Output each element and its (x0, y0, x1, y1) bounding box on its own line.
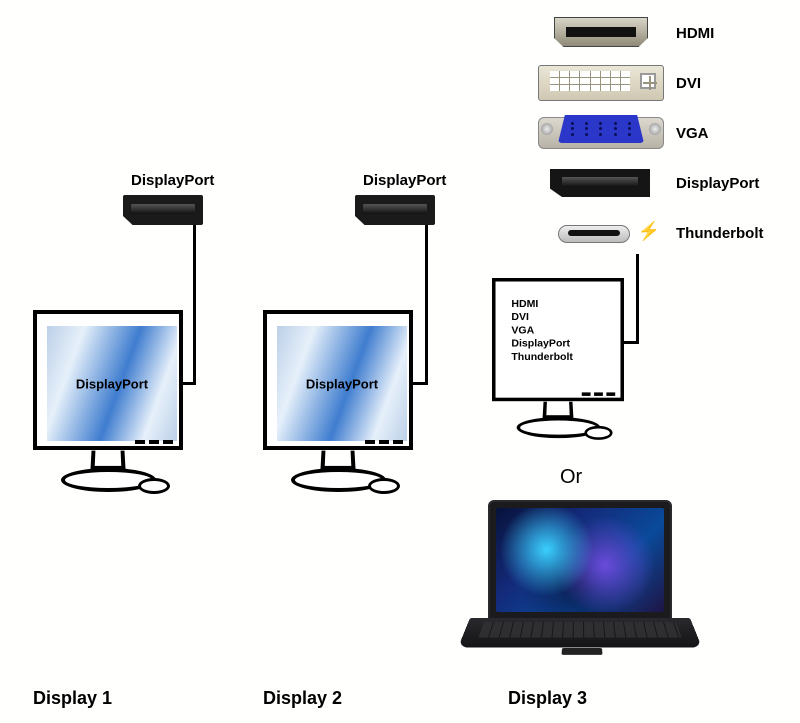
list-item: VGA (511, 324, 611, 337)
connector-label: Thunderbolt (676, 225, 763, 242)
connector-label: HDMI (676, 25, 714, 42)
connector-label: DisplayPort (676, 175, 759, 192)
list-item: Thunderbolt (511, 350, 611, 363)
connector-label: DVI (676, 75, 701, 92)
connector-dvi: DVI (536, 60, 786, 106)
monitor2-screen: DisplayPort (277, 326, 407, 441)
connector-hdmi: HDMI (536, 10, 786, 56)
monitor1-screen-label: DisplayPort (76, 376, 148, 391)
laptop-screen (496, 508, 664, 612)
display1-label: Display 1 (33, 688, 112, 709)
hdmi-icon (536, 13, 666, 53)
monitor-display2: DisplayPort (263, 310, 433, 500)
laptop-display3-alt (470, 500, 690, 670)
monitor2-screen-label: DisplayPort (306, 376, 378, 391)
or-label: Or (560, 466, 582, 489)
connector-stack: HDMI DVI VGA DisplayPort (536, 10, 786, 260)
monitor-display3: HDMI DVI VGA DisplayPort Thunderbolt (492, 278, 642, 445)
list-item: HDMI (511, 297, 611, 310)
connector-label: VGA (676, 125, 709, 142)
list-item: DisplayPort (511, 337, 611, 350)
list-item: DVI (511, 311, 611, 324)
displayport-plug-1 (123, 195, 203, 225)
plug1-label: DisplayPort (131, 172, 214, 189)
connector-displayport: DisplayPort (536, 160, 786, 206)
displayport-icon (536, 163, 666, 203)
thunderbolt-icon: ⚡ (536, 213, 666, 253)
dvi-icon (536, 63, 666, 103)
vga-icon (536, 113, 666, 153)
display3-label: Display 3 (508, 688, 587, 709)
monitor3-screen: HDMI DVI VGA DisplayPort Thunderbolt (504, 292, 618, 393)
diagram-canvas: HDMI DVI VGA DisplayPort (0, 0, 800, 723)
connector-vga: VGA (536, 110, 786, 156)
displayport-plug-2 (355, 195, 435, 225)
connector-thunderbolt: ⚡ Thunderbolt (536, 210, 786, 256)
monitor-display1: DisplayPort (33, 310, 203, 500)
display2-label: Display 2 (263, 688, 342, 709)
monitor1-screen: DisplayPort (47, 326, 177, 441)
plug2-label: DisplayPort (363, 172, 446, 189)
